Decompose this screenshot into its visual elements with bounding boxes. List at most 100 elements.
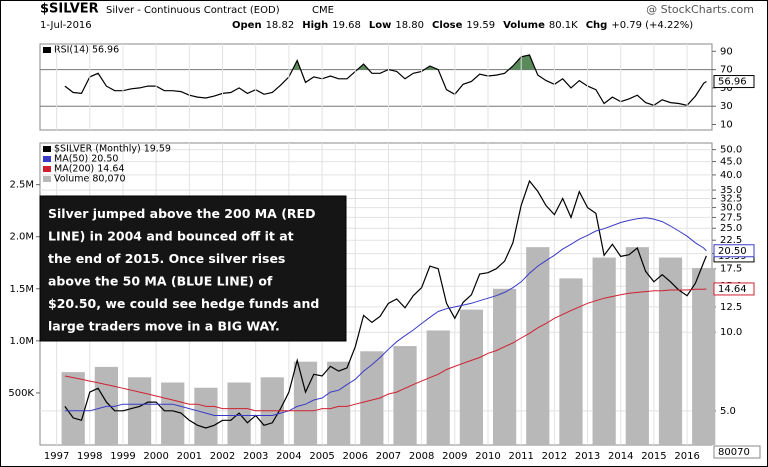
x-tick-label: 2014 [608, 451, 633, 462]
last-value-box [713, 445, 761, 459]
annotation-line: the end of 2015. Once silver rises [48, 251, 285, 266]
annotation-line: LINE) in 2004 and bounced off it at [48, 229, 294, 244]
volume-bar [127, 377, 152, 445]
series-line [64, 288, 707, 412]
instrument-name: Silver - Continuous Contract (EOD) [106, 5, 280, 16]
volume-bar [692, 267, 716, 445]
x-tick-label: 2000 [143, 451, 168, 462]
legend-label: $SILVER (Monthly) 19.59 [54, 144, 171, 155]
legend-swatch [43, 146, 51, 152]
quote-value: +0.79 (+4.22%) [611, 20, 693, 31]
x-tick-label: 2016 [674, 451, 699, 462]
quote-value: 19.59 [466, 20, 495, 31]
annotation-box [39, 195, 347, 342]
x-tick-label: 2005 [309, 451, 334, 462]
legend-label: Volume 80,070 [54, 174, 126, 185]
volume-tick-label: 1.0M [9, 336, 34, 347]
quote-value: 80.1K [549, 20, 578, 31]
x-tick-label: 2012 [542, 451, 567, 462]
x-tick-label: 2010 [475, 451, 500, 462]
y-tick-label: 10 [720, 120, 733, 131]
y-tick-label: 12.5 [720, 302, 742, 313]
volume-bar [327, 361, 351, 445]
y-tick-label: 50.0 [720, 145, 742, 156]
x-tick-label: 2007 [376, 451, 401, 462]
quote-label: Close [432, 20, 463, 31]
volume-bar [360, 351, 384, 445]
date: 1-Jul-2016 [40, 20, 92, 31]
y-tick-label: 32.5 [720, 193, 742, 204]
quote-value: 19.68 [332, 20, 361, 31]
volume-bar [194, 387, 218, 445]
volume-bar [492, 288, 517, 445]
quote-label: Chg [586, 20, 608, 31]
volume-bar [61, 372, 85, 445]
volume-bar [625, 247, 649, 445]
legend-label: MA(200) 14.64 [54, 164, 124, 175]
quote-value: 18.82 [266, 20, 295, 31]
y-tick-label: 50 [720, 83, 733, 94]
volume-bar [526, 247, 550, 445]
legend-label: MA(50) 20.50 [54, 154, 118, 165]
source: @ StockCharts.com [646, 3, 754, 16]
legend-swatch [43, 47, 51, 53]
volume-tick-label: 2.5M [9, 180, 34, 191]
x-tick-label: 2004 [276, 451, 301, 462]
panel [39, 43, 713, 131]
legend-label: RSI(14) 56.96 [54, 45, 119, 56]
volume-bar [426, 330, 450, 445]
x-tick-label: 2011 [508, 451, 533, 462]
annotation-line: large traders move in a BIG WAY. [48, 319, 280, 334]
quote-label: Volume [503, 20, 545, 31]
volume-bar [559, 278, 583, 445]
volume-bar [293, 361, 318, 445]
series-line [64, 217, 707, 416]
y-tick-label: 30.0 [720, 203, 742, 214]
quote-label: Open [232, 20, 262, 31]
annotation-line: Silver jumped above the 200 MA (RED [48, 206, 315, 221]
legend-swatch [43, 156, 51, 162]
y-tick-label: 90 [720, 46, 733, 57]
y-tick-label: 17.5 [720, 264, 742, 275]
volume-tick-label: 500K [8, 388, 34, 399]
legend-swatch [43, 176, 51, 182]
volume-tick-label: 1.5M [9, 284, 34, 295]
y-tick-label: 5.0 [720, 406, 736, 417]
x-tick-label: 2009 [442, 451, 467, 462]
quote-value: 18.80 [395, 20, 424, 31]
y-tick-label: 70 [720, 65, 733, 76]
volume-bar [393, 346, 417, 445]
x-tick-label: 1998 [77, 451, 102, 462]
x-tick-label: 2015 [641, 451, 666, 462]
x-tick-label: 2008 [409, 451, 434, 462]
legend-swatch [43, 166, 51, 172]
x-tick-label: 2013 [575, 451, 600, 462]
last-value-label: 14.64 [718, 284, 747, 295]
y-tick-label: 40.0 [720, 170, 742, 181]
last-value-label: 80070 [718, 447, 750, 458]
quote-label: High [302, 20, 328, 31]
x-tick-label: 2002 [210, 451, 235, 462]
annotation-line: $20.50, we could see hedge funds and [48, 296, 319, 311]
last-value-box [713, 282, 755, 296]
last-value-label: 56.96 [718, 77, 747, 88]
x-tick-label: 1997 [44, 451, 69, 462]
x-tick-label: 2001 [177, 451, 202, 462]
last-value-box [713, 244, 755, 258]
volume-bar [658, 257, 683, 445]
y-tick-label: 45.0 [720, 157, 742, 168]
last-value-box [713, 75, 755, 89]
x-tick-label: 2003 [243, 451, 268, 462]
annotation-line: above the 50 MA (BLUE LINE) of [48, 274, 273, 289]
quote-label: Low [369, 20, 391, 31]
x-tick-label: 1999 [110, 451, 135, 462]
y-tick-label: 10.0 [720, 327, 742, 338]
y-tick-label: 27.5 [720, 212, 742, 223]
volume-bar [459, 309, 484, 445]
exchange: CME [312, 5, 334, 16]
y-tick-label: 35.0 [720, 185, 742, 196]
ticker: $SILVER [40, 2, 99, 17]
x-tick-label: 2006 [343, 451, 368, 462]
y-tick-label: 25.0 [720, 223, 742, 234]
